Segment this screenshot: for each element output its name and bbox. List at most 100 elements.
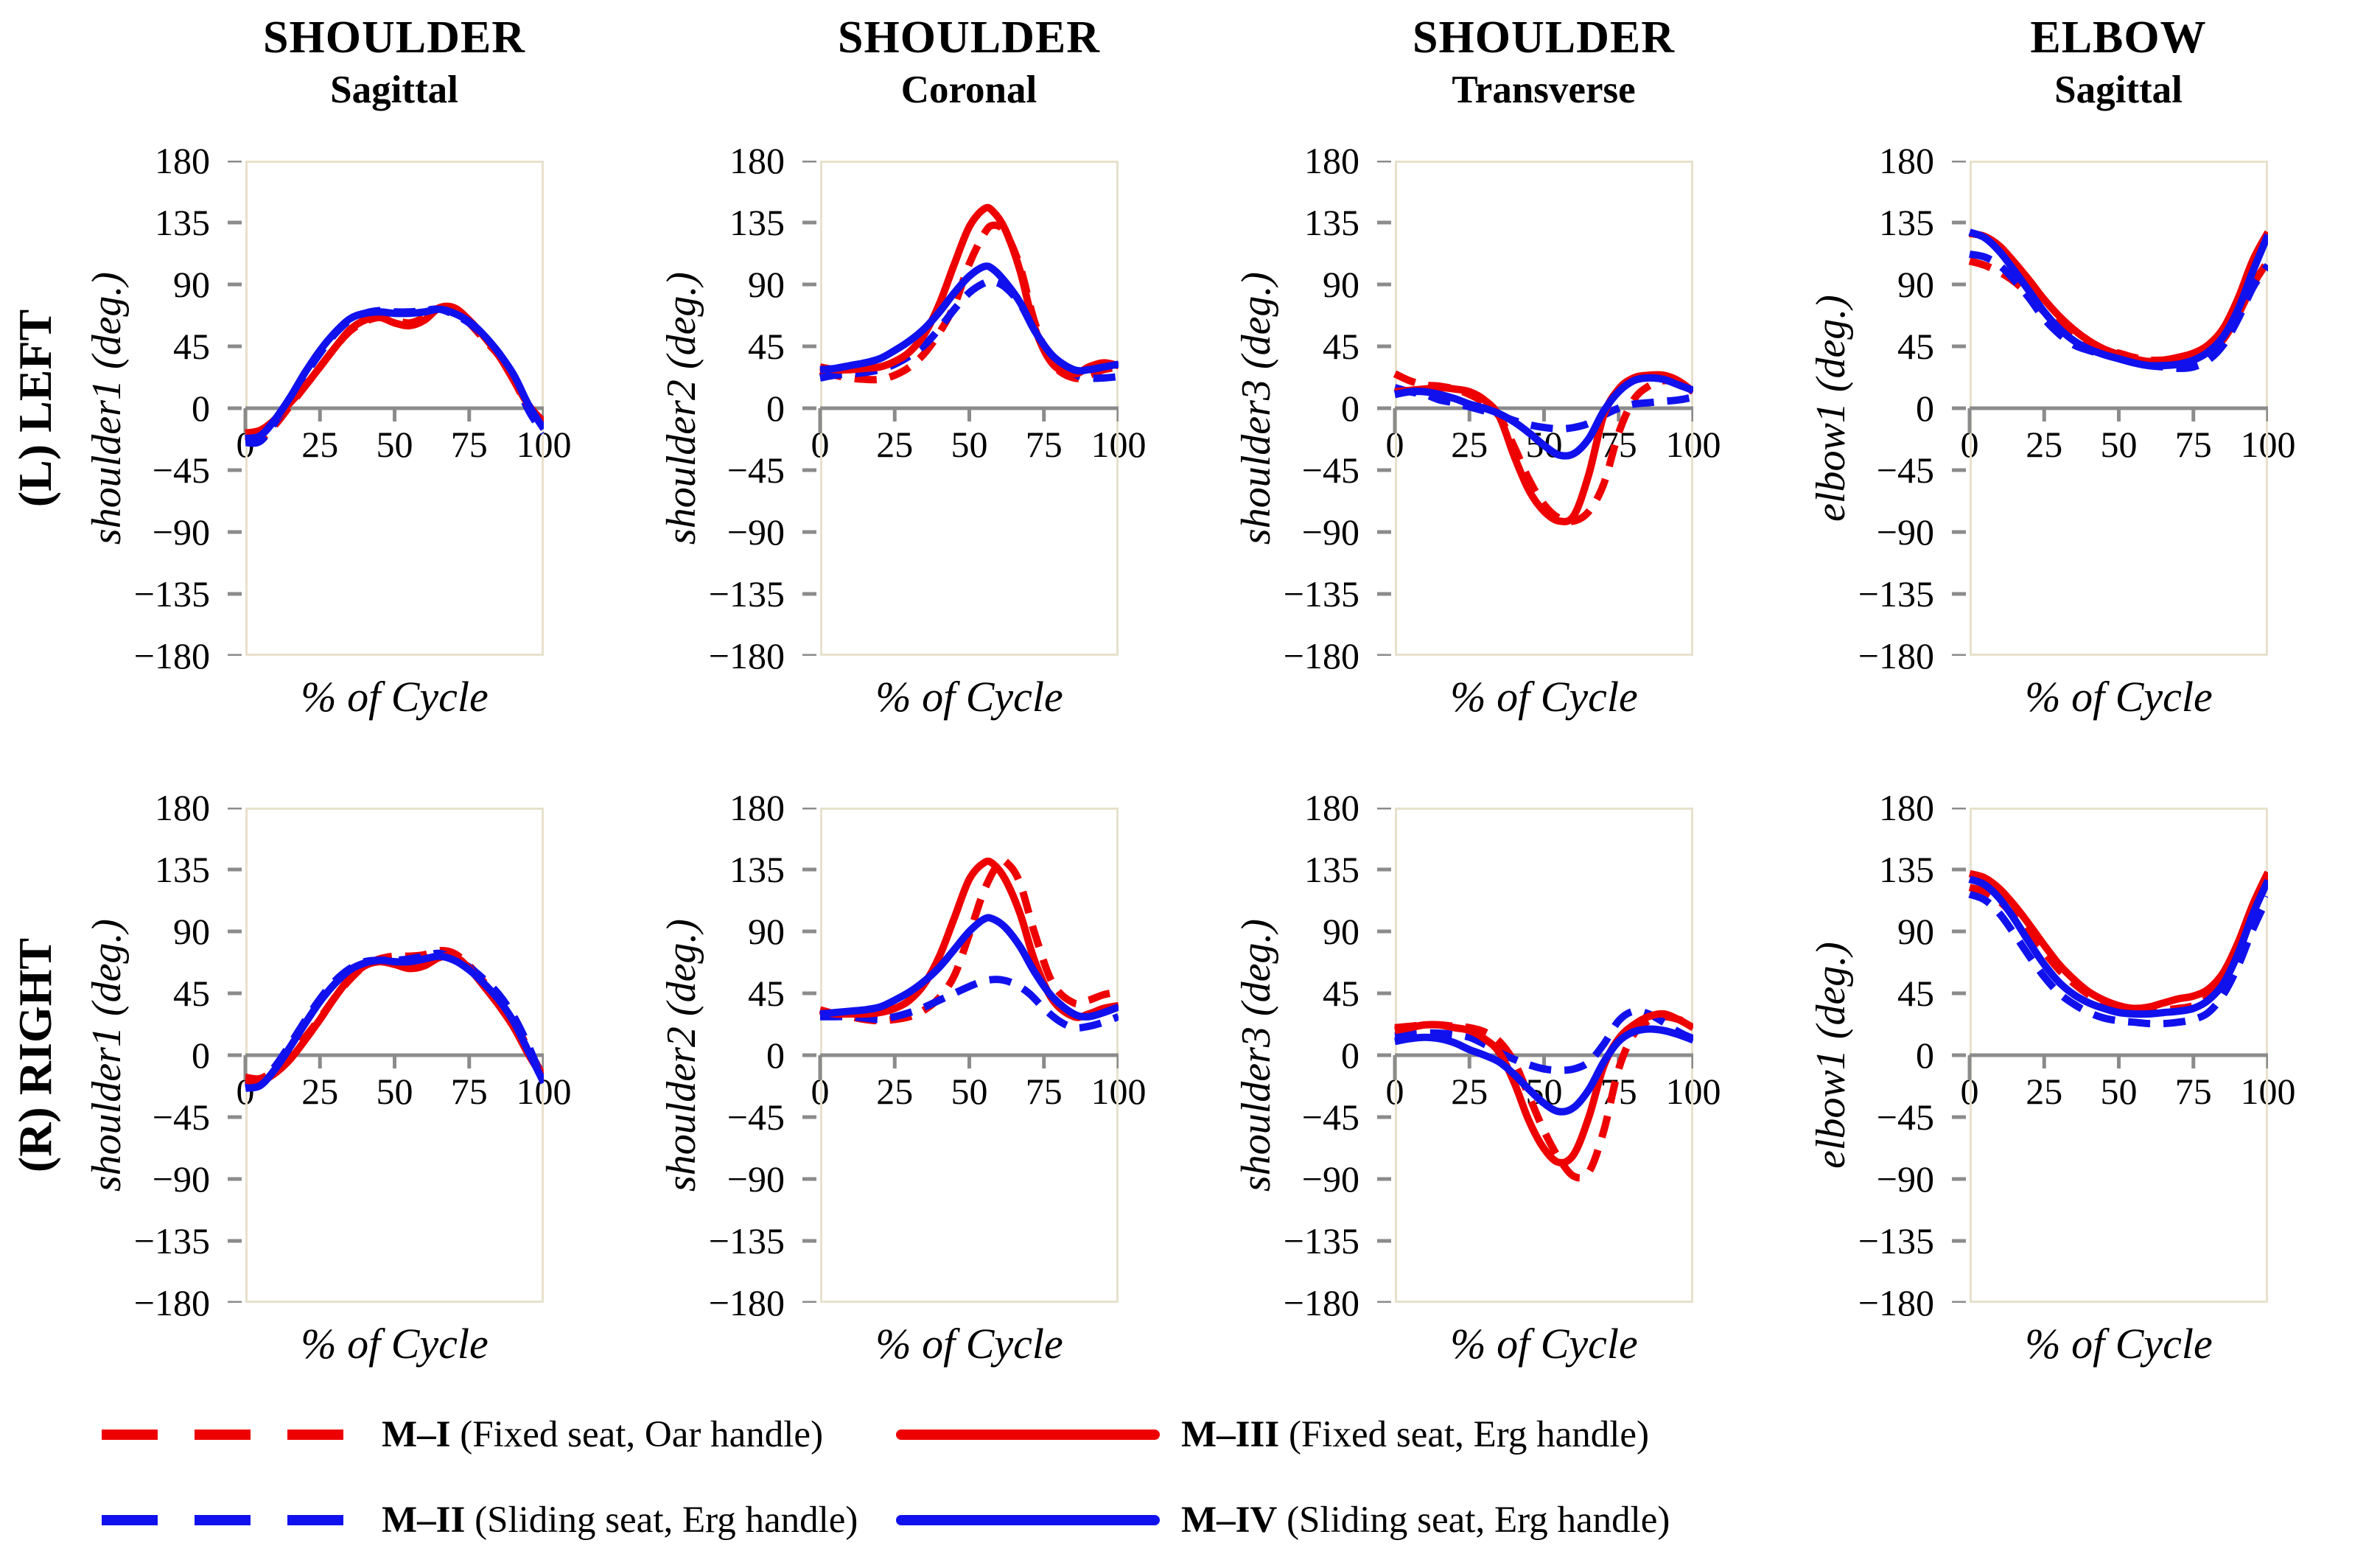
y-tick-label-180: 180 xyxy=(729,787,785,828)
x-tick-label-25: 25 xyxy=(301,1071,339,1112)
y-tick-label-90: 90 xyxy=(748,911,785,952)
y-tick-label--135: −135 xyxy=(1283,1220,1359,1262)
legend-item-m1: M–I (Fixed seat, Oar handle) xyxy=(96,1409,823,1460)
column-subtitle-elbow: Sagittal xyxy=(2054,69,2183,111)
y-tick-label-180: 180 xyxy=(1304,787,1359,828)
subplot-left-shoulder-coronal: 0 25 50 75 100 xyxy=(801,161,1147,656)
x-tick-label-25: 25 xyxy=(2026,1071,2063,1112)
y-tick-label--90: −90 xyxy=(152,1158,210,1200)
curve-right-elbow-sagittal-M–IV xyxy=(1968,875,2268,1018)
curve-left-shoulder-transverse-M–IV xyxy=(1394,374,1693,460)
y-tick-label-0: 0 xyxy=(192,1035,210,1076)
y-tick-label--45: −45 xyxy=(1876,1096,1934,1138)
y-axis-label-left-elbow-sagittal: elbow1 (deg.) xyxy=(1808,295,1854,522)
curve-right-shoulder-sagittal-M–IV xyxy=(245,952,544,1092)
legend-label-m4: M–IV (Sliding seat, Erg handle) xyxy=(1181,1500,1670,1541)
y-tick-label--135: −135 xyxy=(1858,573,1934,615)
y-axis-label-left-shoulder-coronal: shoulder2 (deg.) xyxy=(659,271,704,545)
column-title-shoulder-transverse: SHOULDER xyxy=(1413,13,1675,63)
y-tick-label-180: 180 xyxy=(1304,140,1359,181)
y-tick-label-45: 45 xyxy=(1897,973,1934,1014)
x-tick-label-75: 75 xyxy=(1025,1071,1063,1112)
y-tick-label-180: 180 xyxy=(1879,140,1934,181)
subplot-right-shoulder-coronal: 0 25 50 75 100 xyxy=(801,808,1147,1303)
x-tick-label-50: 50 xyxy=(2100,1071,2138,1112)
y-tick-label-0: 0 xyxy=(1341,388,1359,429)
x-tick-label-25: 25 xyxy=(1451,1071,1488,1112)
x-axis-label-right-shoulder-sagittal: % of Cycle xyxy=(301,1320,489,1368)
plot-area-left-shoulder-sagittal xyxy=(228,161,544,656)
y-tick-label--45: −45 xyxy=(727,449,785,491)
y-tick-label--90: −90 xyxy=(727,511,785,553)
y-tick-label-180: 180 xyxy=(1879,787,1934,828)
y-tick-label--180: −180 xyxy=(133,1282,210,1323)
y-tick-label--135: −135 xyxy=(133,573,210,615)
x-tick-label-100: 100 xyxy=(1665,424,1721,465)
y-tick-label-90: 90 xyxy=(173,911,210,952)
curve-right-shoulder-coronal-M–II xyxy=(820,976,1119,1032)
y-tick-label--135: −135 xyxy=(708,1220,785,1262)
curve-left-shoulder-sagittal-M–IV xyxy=(244,305,544,443)
column-title-elbow-sagittal: ELBOW xyxy=(2030,13,2207,63)
y-tick-label-45: 45 xyxy=(748,973,785,1014)
y-tick-label-0: 0 xyxy=(766,1035,785,1076)
y-tick-label-0: 0 xyxy=(192,388,210,429)
y-tick-label-90: 90 xyxy=(1897,264,1934,305)
curve-left-shoulder-coronal-M–IV xyxy=(819,262,1119,375)
y-axis-label-right-shoulder-coronal: shoulder2 (deg.) xyxy=(659,918,704,1192)
plot-area-right-shoulder-sagittal xyxy=(228,808,544,1303)
y-tick-label-135: 135 xyxy=(155,849,210,890)
subplot-left-elbow-sagittal: 0 25 50 75 100 xyxy=(1950,161,2296,656)
y-tick-label--135: −135 xyxy=(1283,573,1359,615)
y-tick-label--135: −135 xyxy=(133,1220,210,1262)
curve-right-shoulder-coronal-M–IV xyxy=(819,914,1119,1021)
x-axis-label-left-shoulder-transverse: % of Cycle xyxy=(1450,673,1638,721)
y-axis-label-right-shoulder-transverse: shoulder3 (deg.) xyxy=(1233,918,1279,1192)
y-axis-label-right-shoulder-sagittal: shoulder1 (deg.) xyxy=(84,918,130,1192)
plot-area-left-elbow-sagittal xyxy=(1952,161,2268,656)
y-tick-label-135: 135 xyxy=(1879,202,1934,243)
y-tick-label--45: −45 xyxy=(1301,449,1359,491)
curve-right-shoulder-transverse-M–IV xyxy=(1394,1025,1693,1116)
y-tick-label-180: 180 xyxy=(155,787,210,828)
x-axis-label-right-shoulder-transverse: % of Cycle xyxy=(1450,1320,1638,1368)
y-tick-label-0: 0 xyxy=(766,388,785,429)
row-label-left: (L) LEFT xyxy=(9,309,61,508)
legend-swatch-blue-dashed xyxy=(102,1515,355,1525)
y-tick-label-180: 180 xyxy=(729,140,785,181)
curve-left-shoulder-transverse-M–II xyxy=(1393,384,1693,433)
x-axis-label-left-elbow-sagittal: % of Cycle xyxy=(2025,673,2213,721)
y-tick-label--90: −90 xyxy=(1301,511,1359,553)
y-tick-label-45: 45 xyxy=(173,973,210,1014)
curve-right-shoulder-transverse-M–III xyxy=(1394,1010,1693,1166)
curve-right-elbow-sagittal-M–III xyxy=(1968,870,2268,1012)
x-axis-label-left-shoulder-sagittal: % of Cycle xyxy=(301,673,489,721)
x-axis-label-right-shoulder-coronal: % of Cycle xyxy=(875,1320,1063,1368)
y-tick-label--45: −45 xyxy=(152,449,210,491)
plot-area-left-shoulder-transverse xyxy=(1377,161,1693,656)
y-tick-label-0: 0 xyxy=(1916,388,1934,429)
x-tick-label-50: 50 xyxy=(376,424,413,465)
legend-item-m3: M–III (Fixed seat, Erg handle) xyxy=(895,1409,1649,1460)
y-tick-label--180: −180 xyxy=(1283,635,1359,676)
y-tick-label-0: 0 xyxy=(1916,1035,1934,1076)
x-tick-label-25: 25 xyxy=(2026,424,2063,465)
y-tick-label-90: 90 xyxy=(1323,264,1359,305)
curve-left-elbow-sagittal-M–IV xyxy=(1968,228,2268,370)
y-tick-label--45: −45 xyxy=(727,1096,785,1138)
y-axis-label-left-shoulder-transverse: shoulder3 (deg.) xyxy=(1233,271,1279,545)
y-tick-label--180: −180 xyxy=(1858,635,1934,676)
y-tick-label-180: 180 xyxy=(155,140,210,181)
y-tick-label--135: −135 xyxy=(1858,1220,1934,1262)
x-tick-label-25: 25 xyxy=(876,424,914,465)
y-tick-label--180: −180 xyxy=(708,635,785,676)
plot-area-left-shoulder-coronal xyxy=(802,161,1119,656)
y-tick-label-135: 135 xyxy=(1304,849,1359,890)
column-title-shoulder-sagittal: SHOULDER xyxy=(263,13,525,63)
y-tick-label-45: 45 xyxy=(1323,326,1359,367)
subplot-left-shoulder-transverse: 0 25 50 75 100 xyxy=(1376,161,1721,656)
subplot-right-shoulder-sagittal: 0 25 50 75 100 xyxy=(226,808,572,1303)
x-tick-label-75: 75 xyxy=(1600,1071,1637,1112)
x-tick-label-75: 75 xyxy=(2174,1071,2212,1112)
